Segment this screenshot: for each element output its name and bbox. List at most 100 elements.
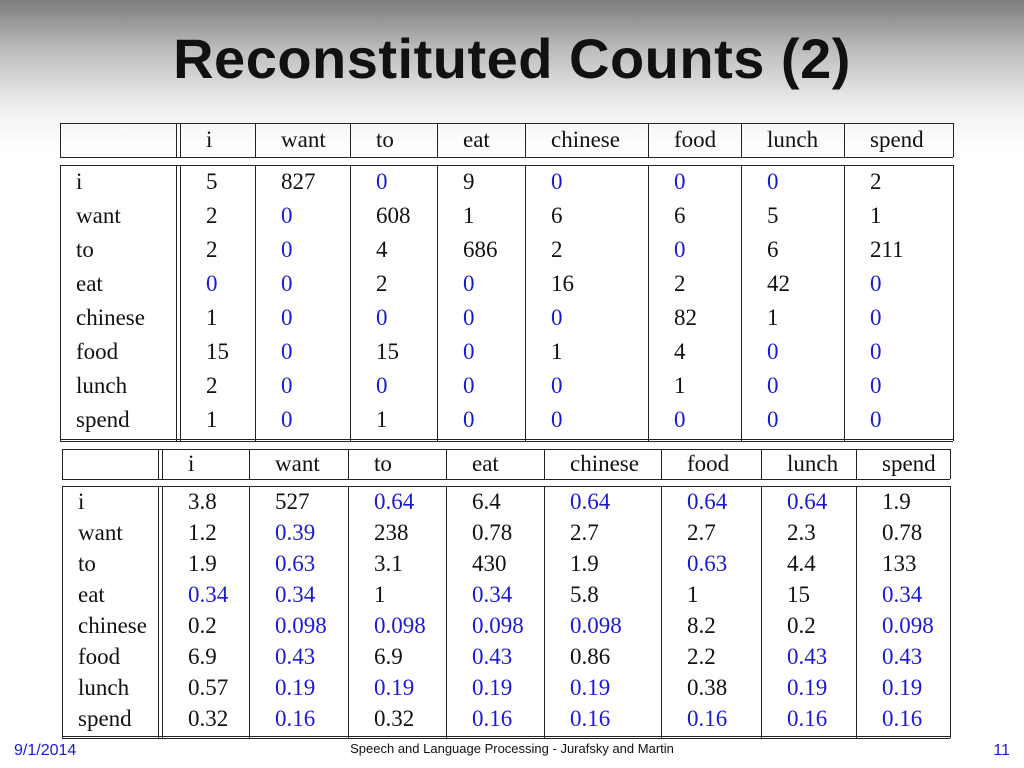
table-cell: 0.19 xyxy=(472,674,513,700)
vertical-rule xyxy=(348,486,349,738)
table-cell: 9 xyxy=(463,169,475,194)
table-cell: 0 xyxy=(463,373,475,398)
column-header: to xyxy=(374,451,392,476)
table-cell: 2 xyxy=(206,237,218,262)
table-cell: 0 xyxy=(376,373,388,398)
table-cell: 1 xyxy=(674,373,686,398)
vertical-rule xyxy=(661,486,662,738)
table-cell: 6.9 xyxy=(374,643,403,669)
table-cell: 0 xyxy=(551,407,563,432)
table-cell: 0 xyxy=(376,169,388,194)
table-cell: 133 xyxy=(882,550,917,576)
vertical-rule xyxy=(648,165,649,441)
vertical-rule xyxy=(255,123,256,157)
vertical-rule xyxy=(741,165,742,441)
table-cell: 827 xyxy=(281,169,316,194)
table-cell: 0.2 xyxy=(787,612,816,638)
column-header: chinese xyxy=(551,127,620,152)
table-cell: 430 xyxy=(472,550,507,576)
table-row: lunch 0.57 0.19 0.19 0.19 0.19 0.38 0.19 0.19 xyxy=(62,672,950,703)
table-cell: 1 xyxy=(551,339,563,364)
table-cell: 0.64 xyxy=(787,488,828,514)
table-cell: 1 xyxy=(767,305,779,330)
table-cell: 0.63 xyxy=(687,550,728,576)
table-cell: 0.64 xyxy=(374,488,415,514)
horizontal-rule xyxy=(60,165,953,166)
row-label: want xyxy=(76,203,121,228)
table-cell: 2 xyxy=(674,271,686,296)
table-cell: 3.8 xyxy=(188,488,217,514)
vertical-rule xyxy=(741,123,742,157)
column-header: want xyxy=(275,451,320,476)
table-cell: 0.34 xyxy=(882,581,923,607)
vertical-rule xyxy=(525,165,526,441)
table-cell: 0.16 xyxy=(882,705,923,731)
table-cell: 6 xyxy=(551,203,563,228)
table-header-row: i want to eat chinese food lunch spend xyxy=(62,449,950,479)
table-cell: 0.19 xyxy=(882,674,923,700)
vertical-rule xyxy=(350,165,351,441)
header-corner-cell xyxy=(62,449,162,479)
column-header: to xyxy=(376,127,394,152)
table-cell: 0.19 xyxy=(275,674,316,700)
table-cell: 0.34 xyxy=(472,581,513,607)
vertical-rule xyxy=(953,123,954,157)
table-cell: 0 xyxy=(551,169,563,194)
table-cell: 0.78 xyxy=(882,519,923,545)
table-cell: 0 xyxy=(870,407,882,432)
row-label: chinese xyxy=(78,612,147,638)
vertical-rule xyxy=(761,449,762,479)
table-cell: 686 xyxy=(463,237,498,262)
horizontal-rule xyxy=(62,479,950,480)
slide-date: 9/1/2014 xyxy=(14,742,77,759)
table-cell: 0.19 xyxy=(570,674,611,700)
table-cell: 0.098 xyxy=(275,612,327,638)
row-label: eat xyxy=(76,271,103,296)
horizontal-rule xyxy=(60,441,953,442)
slide-title: Reconstituted Counts (2) xyxy=(173,27,851,90)
table-row: spend 1 0 1 0 0 0 0 0 xyxy=(60,403,953,437)
vertical-rule xyxy=(62,449,63,479)
vertical-rule xyxy=(249,449,250,479)
table-cell: 5 xyxy=(767,203,779,228)
vertical-rule xyxy=(648,123,649,157)
column-header: lunch xyxy=(767,127,819,152)
table-cell: 6 xyxy=(767,237,779,262)
table-cell: 4 xyxy=(376,237,388,262)
vertical-rule xyxy=(446,449,447,479)
vertical-rule xyxy=(180,165,181,441)
table-cell: 2 xyxy=(206,203,218,228)
table-cell: 6 xyxy=(674,203,686,228)
table-cell: 3.1 xyxy=(374,550,403,576)
table-cell: 0.16 xyxy=(472,705,513,731)
row-label: want xyxy=(78,519,123,545)
horizontal-rule xyxy=(60,157,953,158)
table-cell: 16 xyxy=(551,271,574,296)
table-row: spend 0.32 0.16 0.32 0.16 0.16 0.16 0.16 0.16 xyxy=(62,703,950,734)
table-cell: 82 xyxy=(674,305,697,330)
horizontal-rule xyxy=(60,439,953,440)
table-cell: 0.34 xyxy=(275,581,316,607)
table-cell: 0.57 xyxy=(188,674,229,700)
column-header: spend xyxy=(870,127,924,152)
table-header-row: i want to eat chinese food lunch spend xyxy=(60,123,953,157)
table-cell: 1.2 xyxy=(188,519,217,545)
table-row: chinese 0.2 0.098 0.098 0.098 0.098 8.2 0.2 0.09… xyxy=(62,610,950,641)
horizontal-rule xyxy=(62,449,950,450)
table-cell: 1 xyxy=(206,407,218,432)
table-cell: 0.63 xyxy=(275,550,316,576)
table-cell: 1.9 xyxy=(882,488,911,514)
table-cell: 0.43 xyxy=(882,643,923,669)
table-row: to 2 0 4 686 2 0 6 211 xyxy=(60,233,953,267)
table-cell: 0.098 xyxy=(374,612,426,638)
table-cell: 1 xyxy=(374,581,386,607)
table-cell: 608 xyxy=(376,203,411,228)
table-cell: 2 xyxy=(376,271,388,296)
column-header: i xyxy=(188,451,195,476)
vertical-rule xyxy=(950,486,951,738)
table-cell: 15 xyxy=(376,339,399,364)
table-row: want 1.2 0.39 238 0.78 2.7 2.7 2.3 0.78 xyxy=(62,517,950,548)
row-label: lunch xyxy=(76,373,128,398)
table-row: i 5 827 0 9 0 0 0 2 xyxy=(60,165,953,199)
slide-credit: Speech and Language Processing - Jurafsk… xyxy=(350,741,674,756)
